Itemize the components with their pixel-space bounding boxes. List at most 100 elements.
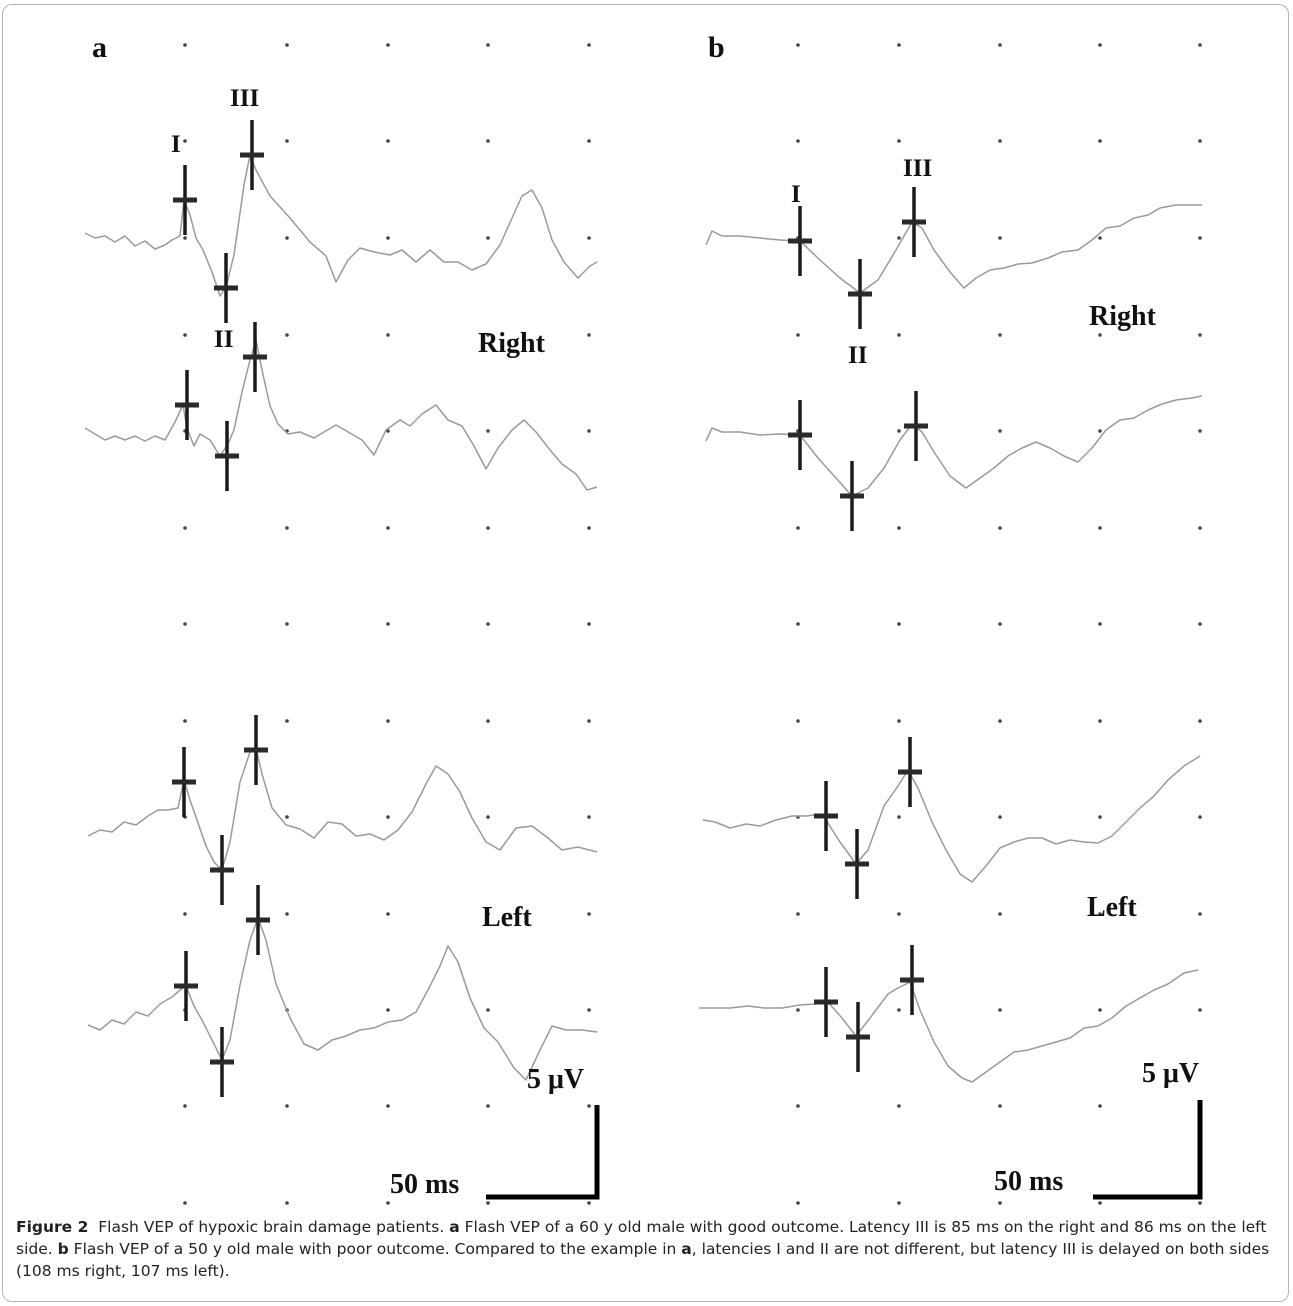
peak-marker [840, 461, 864, 531]
panel-b-grid-dot [1198, 429, 1202, 433]
panel-a-grid-dot [587, 333, 591, 337]
panel-a-grid-dot [587, 236, 591, 240]
panel-b-grid-dot [1098, 1008, 1102, 1012]
side-label-b-right: Right [1089, 301, 1157, 332]
side-label-a-right: Right [478, 328, 546, 359]
panel-b-grid-dot [796, 622, 800, 626]
panel-a-grid-dot [285, 815, 289, 819]
trace-a-left-2 [87, 917, 598, 1081]
panel-b-grid-dot [998, 333, 1002, 337]
panel-b [699, 204, 1203, 1083]
panel-a-grid-dot [386, 622, 390, 626]
panel-b-grid-dot [1198, 139, 1202, 143]
panel-a-grid-dot [386, 1008, 390, 1012]
panel-b-grid-dot [1098, 912, 1102, 916]
panel-b-grid-dot [1198, 622, 1202, 626]
panel-b-grid-dot [1198, 526, 1202, 530]
peak-marker [172, 747, 196, 817]
panel-a-grid-dot [183, 333, 187, 337]
panel-b-grid-dot [796, 912, 800, 916]
panel-b-grid-dot [897, 1104, 901, 1108]
panel-b-grid-dot [796, 719, 800, 723]
panel-b-grid-dot [998, 719, 1002, 723]
panel-b-grid-dot [897, 526, 901, 530]
panel-b-grid-dot [998, 526, 1002, 530]
panel-b-grid-dot [998, 1201, 1002, 1205]
panel-b-grid-dot [998, 1104, 1002, 1108]
scale-bar-b: 5 μV 50 ms [994, 1058, 1203, 1200]
panel-b-grid-dot [1198, 1008, 1202, 1012]
panel-a-grid-dot [486, 1201, 490, 1205]
panel-a-grid-dot [486, 43, 490, 47]
peak-markers [172, 120, 928, 1097]
panel-a-grid-dot [486, 815, 490, 819]
panel-a-grid-dot [587, 429, 591, 433]
caption-part-b-text-1: Flash VEP of a 50 y old male with poor o… [73, 1240, 677, 1258]
panel-a-grid-dot [587, 526, 591, 530]
caption-part-b-ref-letter: a [681, 1240, 692, 1258]
trace-b-left-2 [699, 969, 1199, 1083]
panel-a-grid-dot [587, 912, 591, 916]
panel-b-grid-dot [998, 1008, 1002, 1012]
panel-a-grid-dot [183, 912, 187, 916]
panel-b-grid-dot [1098, 236, 1102, 240]
panel-a-grid-dot [183, 236, 187, 240]
panel-a-grid-dot [386, 139, 390, 143]
panel-b-grid-dot [998, 429, 1002, 433]
panel-a-grid-dot [183, 43, 187, 47]
panel-a-grid-dot [285, 622, 289, 626]
panel-b-grid-dot [1198, 719, 1202, 723]
grid-dots [183, 43, 1202, 1205]
panel-a-grid-dot [486, 429, 490, 433]
panel-b-grid-dot [897, 333, 901, 337]
peak-marker [215, 421, 239, 491]
panel-b-grid-dot [897, 719, 901, 723]
trace-a-left-1 [87, 747, 598, 871]
panel-b-grid-dot [998, 622, 1002, 626]
trace-b-right-2 [705, 395, 1203, 497]
panel-a-grid-dot [285, 526, 289, 530]
panel-b-grid-dot [897, 43, 901, 47]
panel-a-grid-dot [183, 719, 187, 723]
peak-marker [173, 165, 197, 235]
peak-marker [898, 737, 922, 807]
panel-a-grid-dot [183, 1104, 187, 1108]
peak-marker [788, 400, 812, 470]
caption-part-b-text-2: , latencies I and II are not different, … [16, 1240, 1270, 1280]
panel-a-grid-dot [587, 622, 591, 626]
peak-marker [210, 835, 234, 905]
panel-b-grid-dot [897, 815, 901, 819]
panel-letter-a: a [92, 31, 107, 64]
peak-marker [900, 945, 924, 1015]
panel-b-grid-dot [1198, 1201, 1202, 1205]
peak-label-a-III: III [230, 85, 259, 112]
panel-b-grid-dot [897, 139, 901, 143]
panel-a-grid-dot [486, 1008, 490, 1012]
panel-a-grid-dot [183, 1201, 187, 1205]
caption-part-a-text: Flash VEP of a 60 y old male with good o… [16, 1218, 1267, 1258]
panel-b-grid-dot [1098, 719, 1102, 723]
peak-marker [904, 391, 928, 461]
peak-marker [846, 1002, 870, 1072]
panel-a-grid-dot [386, 43, 390, 47]
panel-b-grid-dot [1198, 912, 1202, 916]
panel-a-grid-dot [285, 139, 289, 143]
peak-marker [814, 967, 838, 1037]
scale-bar-b-lines [1093, 1100, 1203, 1200]
trace-a-right-2 [84, 339, 598, 491]
panel-a-grid-dot [285, 719, 289, 723]
panel-b-grid-dot [796, 333, 800, 337]
panel-b-grid-dot [1098, 1104, 1102, 1108]
panel-a-grid-dot [183, 622, 187, 626]
panel-b-grid-dot [1198, 43, 1202, 47]
panel-letter-b: b [708, 31, 725, 64]
panel-a-grid-dot [386, 526, 390, 530]
panel-a-grid-dot [285, 236, 289, 240]
panel-a-grid-dot [183, 526, 187, 530]
panel-a-grid-dot [486, 236, 490, 240]
panel-b-grid-dot [1098, 333, 1102, 337]
panel-a-grid-dot [386, 912, 390, 916]
panel-a-grid-dot [285, 333, 289, 337]
panel-a-grid-dot [486, 622, 490, 626]
scale-amplitude-b: 5 μV [1142, 1058, 1199, 1089]
